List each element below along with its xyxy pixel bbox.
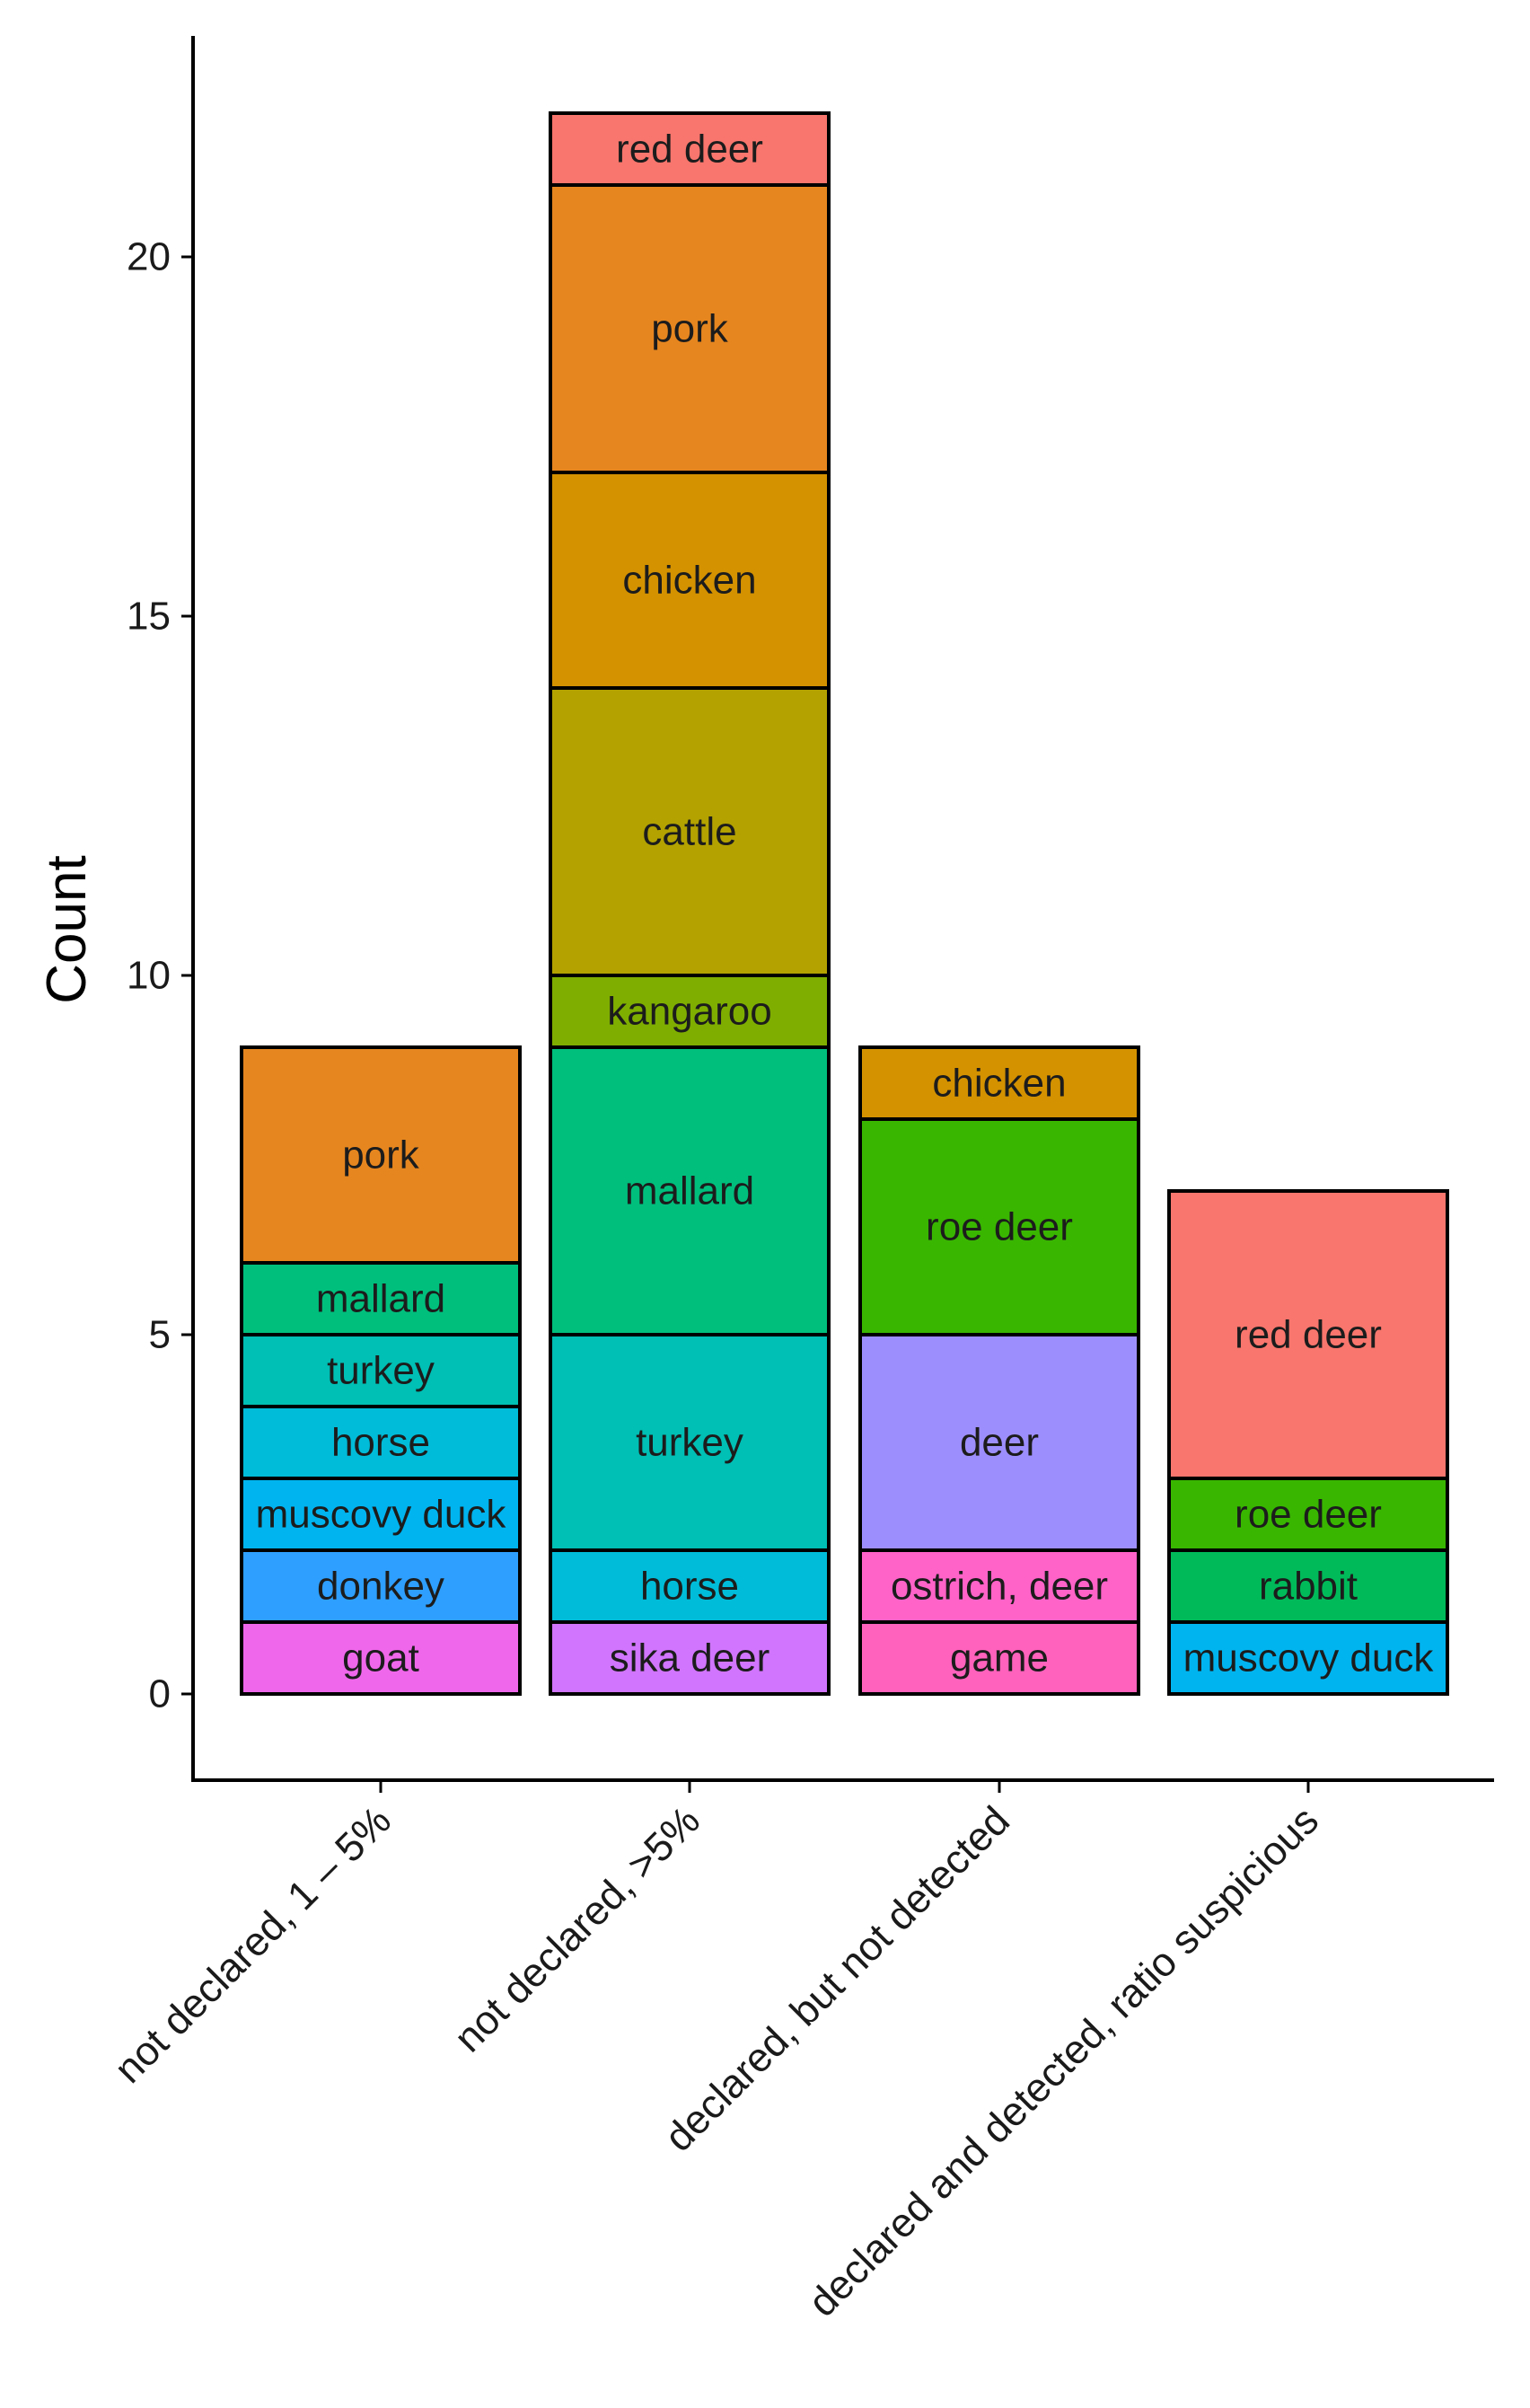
bar-segment	[549, 1045, 831, 1336]
segment-label: muscovy duck	[256, 1493, 507, 1537]
bar-stack: muscovy duck rabbit roe deer red deer	[1167, 1189, 1449, 1696]
y-tick-label: 0	[149, 1672, 171, 1716]
segment-label: rabbit	[1259, 1565, 1358, 1609]
bar-segment	[549, 974, 831, 1049]
segment-label: pork	[342, 1133, 420, 1178]
segment-label: pork	[651, 307, 729, 351]
x-tick-label: not declared, 1 – 5%	[105, 1797, 400, 2092]
bar-segment	[240, 1333, 522, 1408]
bar-segment	[1167, 1548, 1449, 1624]
bar-segment	[240, 1620, 522, 1696]
bar-stack: sika deer horse turkey mallard kangaroo cattl…	[549, 111, 831, 1696]
segment-label: chicken	[932, 1062, 1066, 1106]
segment-label: roe deer	[926, 1205, 1073, 1249]
bar-segment	[549, 686, 831, 977]
bar-segment	[240, 1045, 522, 1265]
segment-label: red deer	[616, 128, 763, 172]
bar-segment	[858, 1333, 1140, 1552]
bar-segment	[858, 1548, 1140, 1624]
segment-label: mallard	[625, 1169, 754, 1213]
bar-segment	[240, 1548, 522, 1624]
segment-label: game	[950, 1636, 1049, 1680]
bar-segment	[549, 1620, 831, 1696]
x-ticks: not declared, 1 – 5% not declared, >5%dec…	[105, 1780, 1327, 2325]
segment-label: muscovy duck	[1183, 1636, 1435, 1680]
x-tick-label: declared and detected, ratio suspicious	[799, 1797, 1327, 2325]
bar-segment	[1167, 1477, 1449, 1552]
bar-stack: game ostrich, deer deer roe deer chicken	[858, 1045, 1140, 1696]
bar-segment	[240, 1261, 522, 1336]
y-axis-title: Count	[36, 855, 98, 1003]
bar-segment	[858, 1045, 1140, 1121]
axes-layer	[191, 36, 1494, 1782]
segment-label: horse	[640, 1565, 739, 1609]
bars-layer: goat donkey muscovy duck horse turkey mallard…	[240, 111, 1449, 1696]
x-tick-label: not declared, >5%	[445, 1797, 708, 2060]
bar-segment	[549, 1548, 831, 1624]
bar-segment	[858, 1117, 1140, 1336]
segment-label: chicken	[622, 559, 756, 603]
bar-segment	[858, 1620, 1140, 1696]
bar-segment	[240, 1405, 522, 1480]
segment-label: goat	[342, 1636, 419, 1680]
segment-label: deer	[960, 1421, 1039, 1465]
segment-label: roe deer	[1235, 1493, 1382, 1537]
segment-label: turkey	[636, 1421, 743, 1465]
y-ticks: 0 5 10 15 20	[127, 235, 193, 1716]
segment-label: sika deer	[610, 1636, 770, 1680]
y-tick-label: 15	[127, 595, 171, 639]
segment-label: donkey	[317, 1565, 444, 1609]
bar-segment	[1167, 1189, 1449, 1480]
segment-label: cattle	[642, 810, 736, 854]
segment-label: red deer	[1235, 1313, 1382, 1357]
segment-label: mallard	[316, 1277, 445, 1321]
x-tick-label: declared, but not detected	[655, 1797, 1018, 2160]
segment-label: turkey	[327, 1349, 435, 1393]
y-tick-label: 10	[127, 954, 171, 998]
segment-label: ostrich, deer	[891, 1565, 1108, 1609]
segment-label: horse	[331, 1421, 430, 1465]
bar-segment	[549, 111, 831, 187]
bar-stack: goat donkey muscovy duck horse turkey mallard…	[240, 1045, 522, 1696]
bar-segment	[549, 183, 831, 474]
y-tick-label: 20	[127, 235, 171, 279]
segment-label: kangaroo	[607, 990, 771, 1034]
bar-segment	[549, 1333, 831, 1552]
y-tick-label: 5	[149, 1313, 171, 1357]
